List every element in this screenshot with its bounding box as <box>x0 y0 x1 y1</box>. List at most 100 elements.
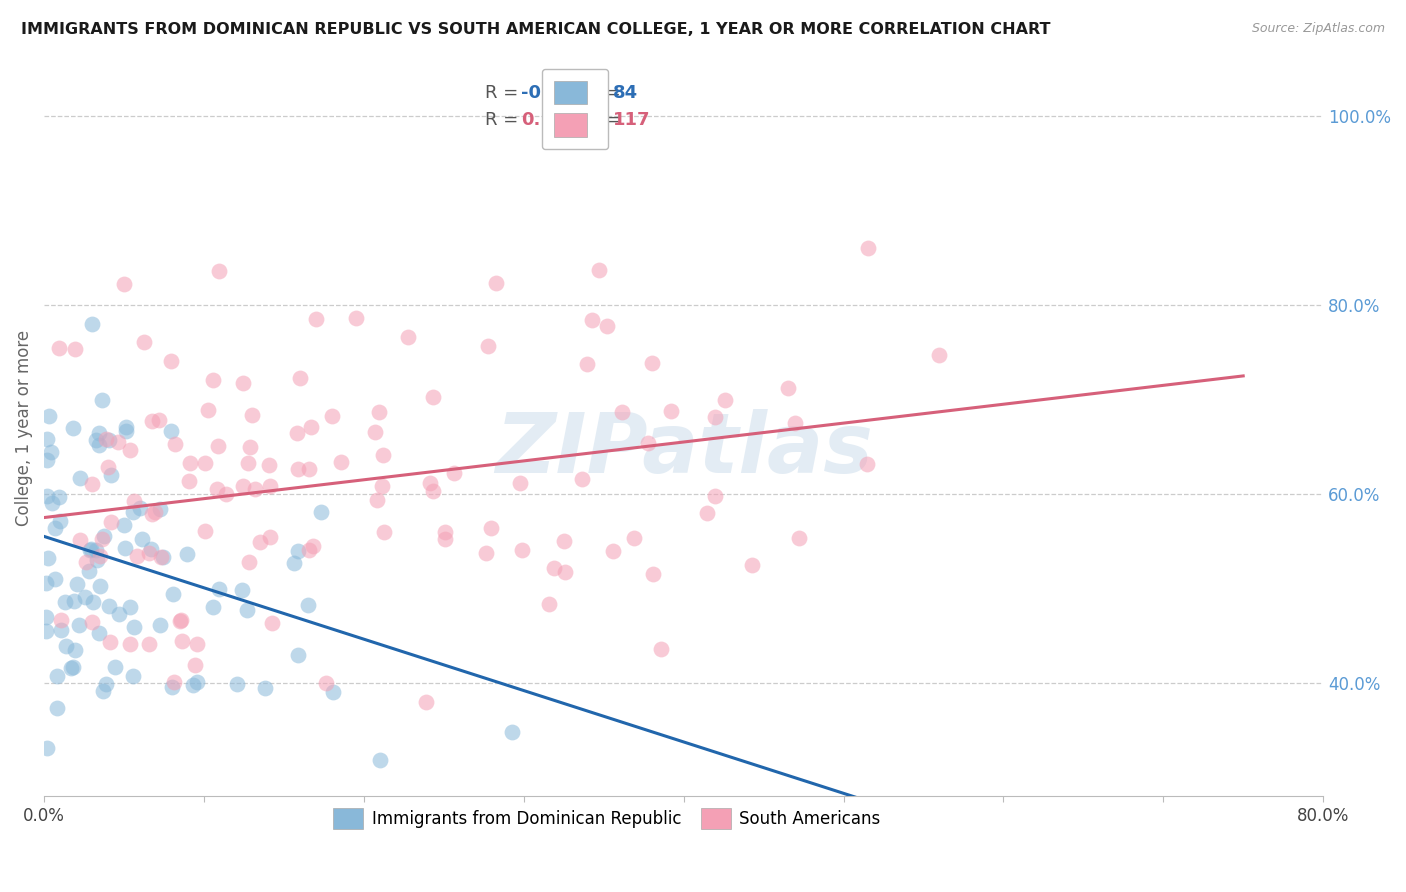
Point <box>65 642 87 657</box>
Point <box>243 482 266 496</box>
Point <box>856 241 879 255</box>
Point <box>80 477 103 491</box>
Point <box>477 339 499 353</box>
Point <box>89 437 111 451</box>
Point <box>443 466 465 480</box>
Point <box>194 524 217 538</box>
Point <box>91 532 114 546</box>
Point <box>63 342 86 356</box>
Point <box>107 434 129 449</box>
Point <box>100 635 122 649</box>
Point <box>641 356 664 370</box>
Point <box>299 419 322 434</box>
Point <box>305 312 328 326</box>
Point <box>94 433 117 447</box>
Point <box>134 334 156 349</box>
Point <box>108 607 131 621</box>
Point <box>59 661 82 675</box>
Point <box>169 614 191 628</box>
Point <box>120 600 142 615</box>
Point <box>183 657 205 672</box>
Point <box>363 425 385 439</box>
Point <box>576 358 599 372</box>
Point <box>650 641 672 656</box>
Point <box>75 590 97 604</box>
Point <box>179 475 201 489</box>
Point <box>239 440 262 454</box>
Point <box>89 579 111 593</box>
Point <box>475 546 498 560</box>
Point <box>366 493 388 508</box>
Point <box>160 424 183 438</box>
Point <box>783 416 806 430</box>
Point <box>44 572 66 586</box>
Point <box>51 624 73 638</box>
Point <box>118 637 141 651</box>
Point <box>87 426 110 441</box>
Point <box>287 543 309 558</box>
Point <box>637 436 659 450</box>
Point <box>66 577 89 591</box>
Point <box>396 330 419 344</box>
Point <box>80 317 103 331</box>
Text: R =: R = <box>485 111 530 129</box>
Point <box>422 390 444 404</box>
Point <box>160 354 183 368</box>
Point <box>330 455 353 469</box>
Point <box>186 637 208 651</box>
Text: Source: ZipAtlas.com: Source: ZipAtlas.com <box>1251 22 1385 36</box>
Point <box>434 525 457 540</box>
Point <box>44 521 66 535</box>
Point <box>141 507 163 521</box>
Point <box>97 599 120 613</box>
Point <box>122 494 145 508</box>
Point <box>149 618 172 632</box>
Point <box>236 603 259 617</box>
Legend: Immigrants from Dominican Republic, South Americans: Immigrants from Dominican Republic, Sout… <box>326 801 887 836</box>
Point <box>371 479 394 493</box>
Point <box>86 553 108 567</box>
Point <box>39 445 62 459</box>
Point <box>80 541 103 556</box>
Point <box>77 564 100 578</box>
Point <box>297 599 319 613</box>
Point <box>512 543 534 558</box>
Point <box>257 458 280 472</box>
Point <box>125 549 148 563</box>
Point <box>148 412 170 426</box>
Point <box>62 421 84 435</box>
Point <box>232 376 254 390</box>
Point <box>186 674 208 689</box>
Point <box>96 677 118 691</box>
Point <box>100 515 122 529</box>
Point <box>778 381 800 395</box>
Point <box>259 531 281 545</box>
Point <box>197 402 219 417</box>
Point <box>298 462 321 476</box>
Point <box>623 532 645 546</box>
Point <box>302 539 325 553</box>
Point <box>35 489 58 503</box>
Point <box>112 518 135 533</box>
Point <box>100 468 122 483</box>
Point <box>207 440 229 454</box>
Point <box>479 521 502 535</box>
Point <box>79 542 101 557</box>
Point <box>287 462 309 476</box>
Point <box>63 594 86 608</box>
Text: IMMIGRANTS FROM DOMINICAN REPUBLIC VS SOUTH AMERICAN COLLEGE, 1 YEAR OR MORE COR: IMMIGRANTS FROM DOMINICAN REPUBLIC VS SO… <box>21 22 1050 37</box>
Point <box>201 599 224 614</box>
Point <box>45 701 67 715</box>
Point <box>703 410 725 425</box>
Point <box>41 496 63 510</box>
Point <box>90 392 112 407</box>
Point <box>122 668 145 682</box>
Point <box>226 676 249 690</box>
Point <box>696 506 718 520</box>
Point <box>501 725 523 739</box>
Point <box>321 409 343 424</box>
Point <box>138 637 160 651</box>
Text: N =: N = <box>575 84 627 102</box>
Point <box>131 533 153 547</box>
Point <box>207 483 229 497</box>
